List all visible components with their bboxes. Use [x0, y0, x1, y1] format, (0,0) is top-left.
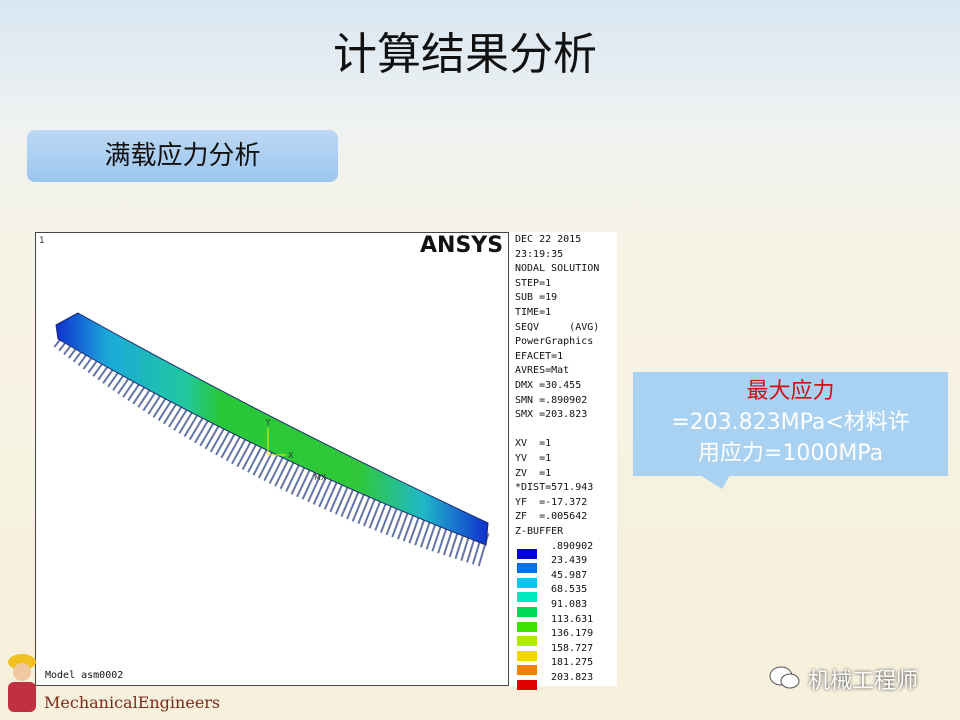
- window-number: 1: [39, 236, 45, 246]
- info-line: XV =1: [515, 438, 552, 450]
- legend-swatch: [517, 680, 537, 691]
- info-line: YF =-17.372: [515, 496, 588, 508]
- info-line: EFACET=1: [515, 350, 564, 362]
- legend-swatch: [517, 621, 537, 632]
- info-line: DEC 22 2015: [515, 234, 582, 245]
- callout-line: 用应力=1000MPa: [697, 441, 884, 466]
- info-line: AVRES=Mat: [515, 365, 570, 377]
- model-name: Model asm0002: [45, 670, 123, 681]
- section-label: 满载应力分析: [27, 130, 338, 182]
- info-line: 23:19:35: [515, 248, 564, 260]
- callout-pointer: [700, 475, 730, 489]
- info-line: SEQV (AVG): [515, 321, 600, 333]
- info-line: STEP=1: [515, 277, 552, 289]
- legend-swatch: [517, 665, 537, 676]
- info-line: YV =1: [515, 453, 552, 464]
- legend-swatch: [517, 636, 537, 647]
- slide-title: 计算结果分析: [333, 29, 597, 80]
- legend-swatch: [517, 607, 537, 618]
- triad-label: Y: [265, 418, 271, 427]
- legend-label: 136.179: [551, 628, 594, 640]
- triad-label: MX: [314, 473, 327, 482]
- legend-label: 91.083: [551, 599, 588, 610]
- info-line: ZV =1: [515, 467, 552, 479]
- legend-label: 113.631: [551, 613, 594, 625]
- legend-swatch: [517, 548, 537, 559]
- legend-label: .890902: [551, 540, 594, 552]
- legend-swatch: [517, 577, 537, 588]
- info-line: *DIST=571.943: [515, 482, 594, 494]
- callout-line: 最大应力: [746, 379, 835, 404]
- beam: [55, 312, 489, 546]
- legend-swatch: [517, 592, 537, 603]
- legend-label: 203.823: [551, 672, 594, 683]
- legend-label: 45.987: [551, 569, 588, 581]
- legend-label: 158.727: [551, 642, 594, 654]
- logo: ANSYS: [420, 233, 503, 258]
- info-line: ZF =.005642: [515, 511, 588, 523]
- triad-label: X: [288, 451, 294, 460]
- legend-label: 68.535: [551, 584, 588, 596]
- callout-line: =203.823MPa<材料许: [671, 410, 910, 435]
- info-line: DMX =30.455: [515, 380, 582, 391]
- legend-label: 23.439: [551, 555, 588, 567]
- legend-swatch: [517, 650, 537, 661]
- callout: 最大应力 =203.823MPa<材料许 用应力=1000MPa: [633, 372, 948, 476]
- legend-label: 181.275: [551, 657, 594, 669]
- info-line: PowerGraphics: [515, 336, 594, 348]
- info-line: SMN =.890902: [515, 394, 588, 406]
- info-line: SUB =19: [515, 292, 558, 304]
- beam-view: Y X MX 1 ANSYS Model asm0002: [39, 233, 503, 681]
- info-line: TIME=1: [515, 307, 552, 318]
- info-line: NODAL SOLUTION: [515, 263, 600, 275]
- info-line: Z-BUFFER: [515, 526, 564, 537]
- ansys-result: Y X MX 1 ANSYS Model asm0002 DEC 22 2015…: [35, 232, 617, 691]
- brand: MechanicalEngineers: [44, 693, 221, 712]
- legend-swatch: [517, 563, 537, 574]
- wechat-icon: [769, 666, 800, 689]
- worker-icon: [8, 654, 36, 712]
- info-line: SMX =203.823: [515, 409, 588, 421]
- plot-area: Y X MX 1 ANSYS Model asm0002: [35, 232, 509, 686]
- watermark: 机械工程师: [808, 669, 919, 694]
